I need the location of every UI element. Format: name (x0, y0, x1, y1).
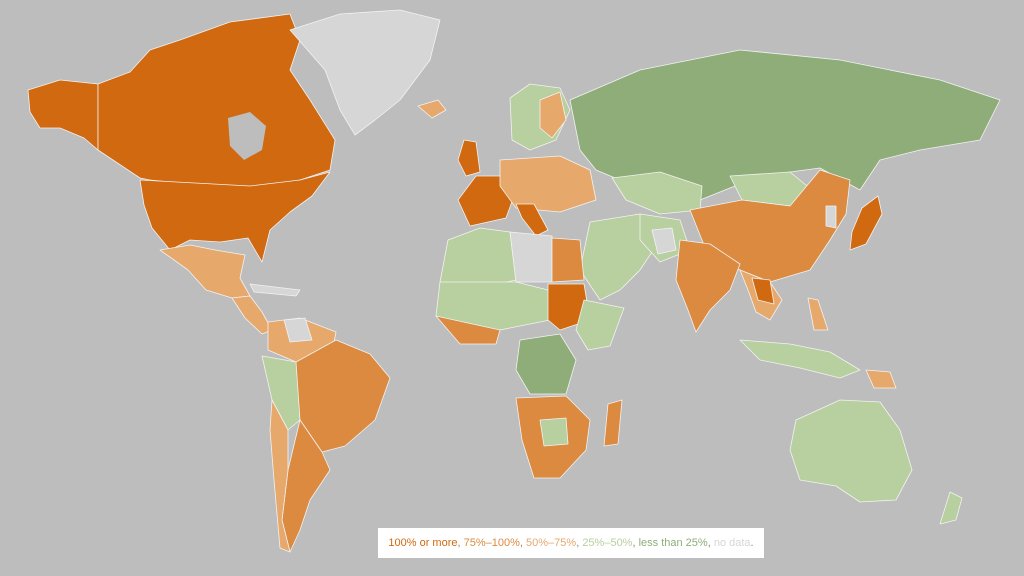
region-mexico[interactable] (159, 244, 251, 299)
region-west-africa-coast[interactable] (435, 315, 501, 345)
region-india[interactable] (675, 239, 741, 333)
region-horn-africa[interactable] (575, 299, 625, 351)
region-greenland[interactable] (289, 9, 441, 136)
legend-item-50-75: 50%–75% (526, 537, 577, 549)
region-finland-sweden[interactable] (539, 91, 567, 139)
region-central-africa[interactable] (515, 333, 577, 395)
legend-item-100-or-more: 100% or more (388, 537, 458, 549)
region-indonesia[interactable] (739, 339, 861, 379)
legend-separator: , (457, 537, 464, 549)
region-uk[interactable] (457, 139, 481, 177)
region-peru[interactable] (261, 355, 301, 431)
legend-item-75-100: 75%–100% (463, 537, 520, 549)
legend-item-no-data: no data (713, 537, 751, 549)
region-madagascar[interactable] (603, 399, 623, 447)
hudson-bay (228, 112, 266, 160)
region-afghanistan[interactable] (651, 227, 677, 255)
region-australia[interactable] (789, 399, 913, 503)
region-egypt[interactable] (551, 237, 585, 283)
region-italy[interactable] (515, 203, 549, 237)
region-usa[interactable] (139, 171, 331, 263)
region-central-europe[interactable] (499, 155, 597, 213)
region-caribbean[interactable] (249, 283, 301, 297)
region-korea[interactable] (825, 205, 837, 229)
legend-period: . (750, 537, 754, 549)
legend: 100% or more, 75%–100%, 50%–75%, 25%–50%… (378, 528, 764, 558)
region-philippines[interactable] (807, 297, 829, 331)
region-laos[interactable] (751, 277, 775, 305)
region-alaska[interactable] (27, 79, 99, 151)
legend-item-25-50: 25%–50% (582, 537, 633, 549)
legend-separator: , (519, 537, 527, 549)
region-guianas[interactable] (283, 317, 313, 343)
region-zambia[interactable] (539, 417, 569, 447)
region-chile[interactable] (269, 399, 291, 553)
region-japan[interactable] (849, 195, 883, 251)
legend-item-less-than-25: less than 25% (638, 537, 708, 549)
region-canada[interactable] (97, 13, 336, 191)
legend-separator: , (576, 537, 583, 549)
legend-separator: , (707, 537, 714, 549)
region-libya[interactable] (509, 231, 553, 283)
region-papua[interactable] (865, 369, 897, 389)
region-new-zealand[interactable] (939, 491, 963, 525)
legend-separator: , (632, 537, 639, 549)
region-iceland[interactable] (417, 99, 447, 119)
